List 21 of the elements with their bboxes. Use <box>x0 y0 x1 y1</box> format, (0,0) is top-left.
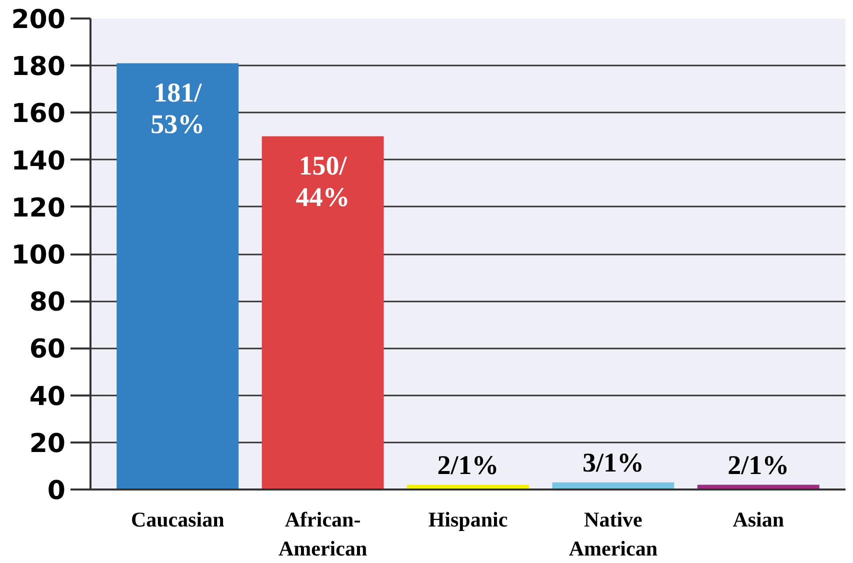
y-tick-label: 180 <box>11 52 66 82</box>
y-tick-label: 60 <box>29 334 66 365</box>
y-tick-label: 80 <box>29 288 66 318</box>
y-tick-label: 200 <box>11 5 66 35</box>
y-tick-label: 40 <box>29 382 66 412</box>
y-tick-label: 20 <box>29 428 66 459</box>
y-tick-label: 160 <box>11 99 66 130</box>
data-label: 3/1% <box>582 448 644 478</box>
y-tick-label: 140 <box>11 146 66 176</box>
x-tick-label: Asian <box>732 508 784 532</box>
x-tick-label: Hispanic <box>428 508 508 532</box>
x-tick-label: African- American <box>278 508 368 560</box>
x-tick-label: Caucasian <box>130 508 225 532</box>
x-tick-label: Native American <box>568 508 658 560</box>
y-tick-label: 0 <box>47 476 66 506</box>
data-label: 181/ 53% <box>150 77 205 139</box>
data-label: 150/ 44% <box>296 150 350 212</box>
y-tick-label: 120 <box>11 193 66 224</box>
data-label: 2/1% <box>728 450 790 480</box>
y-tick-label: 100 <box>11 240 66 270</box>
data-label: 2/1% <box>437 450 499 480</box>
